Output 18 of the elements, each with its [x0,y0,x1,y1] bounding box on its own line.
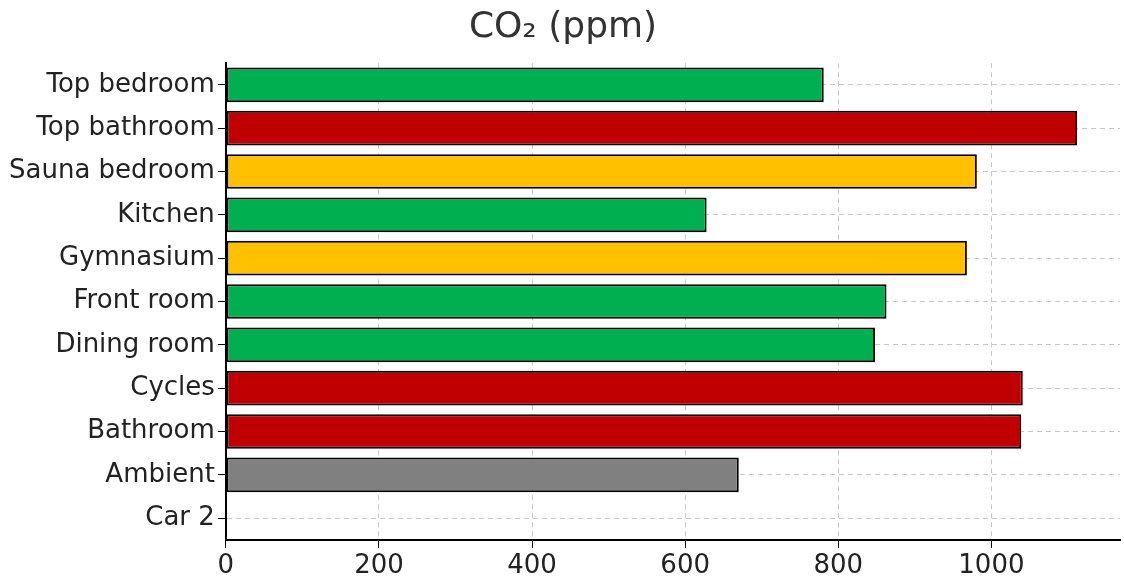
y-tick-label: Top bathroom [35,110,215,141]
y-tick-label: Dining room [55,327,215,358]
y-tick-label: Sauna bedroom [9,154,215,185]
y-tick-label: Cycles [130,370,215,401]
chart-title: CO₂ (ppm) [468,3,658,45]
x-tick-label: 1000 [958,549,1025,580]
x-tick-label: 600 [660,549,710,580]
x-tick-label: 0 [217,549,235,580]
y-tick-label: Car 2 [145,500,215,531]
y-tick-label: Front room [73,284,215,315]
y-tick-label: Top bedroom [45,67,215,98]
x-tick-label: 800 [813,549,864,580]
x-tick-label: 200 [354,549,404,580]
x-tick-label: 400 [507,549,557,580]
y-tick-label: Kitchen [117,197,215,228]
y-tick-label: Bathroom [87,414,215,445]
y-tick-label: Ambient [105,457,215,488]
y-tick-label: Gymnasium [59,240,215,271]
